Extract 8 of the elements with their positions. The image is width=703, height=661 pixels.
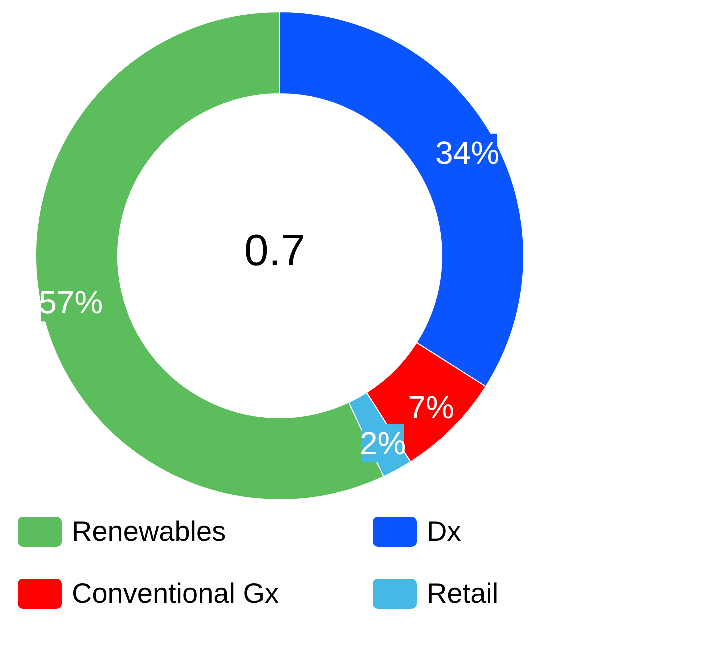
- legend-label: Dx: [427, 516, 462, 548]
- legend-label: Retail: [427, 578, 499, 610]
- data-label: 57%: [39, 284, 104, 321]
- legend-label: Conventional Gx: [72, 578, 280, 610]
- legend-label: Renewables: [72, 516, 226, 548]
- text: 0.7: [244, 226, 306, 276]
- data-label: 7%: [408, 389, 454, 426]
- data-label: 34%: [436, 134, 500, 171]
